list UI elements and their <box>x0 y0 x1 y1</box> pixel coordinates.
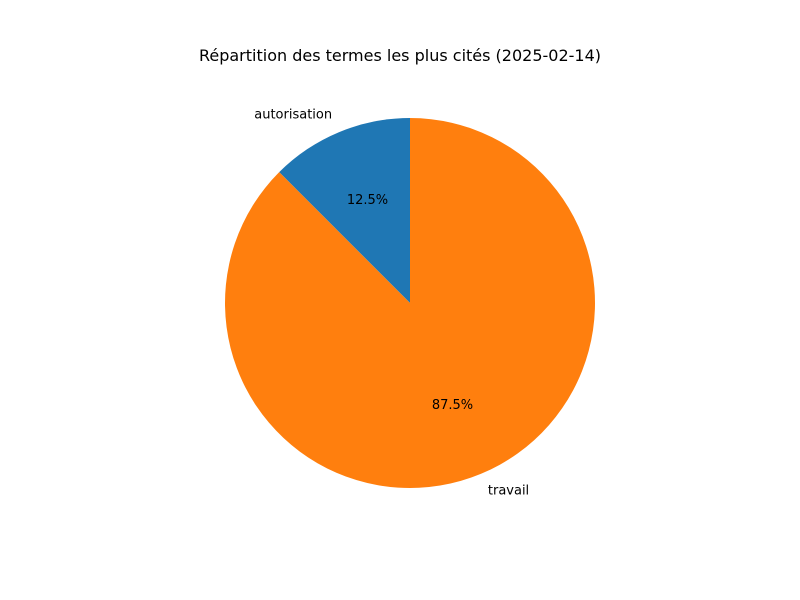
pie-slice-travail <box>225 118 596 489</box>
pie-slice-autorisation <box>279 118 410 303</box>
pie-category-label-travail: travail <box>488 484 529 499</box>
pie-category-label-autorisation: autorisation <box>254 107 332 122</box>
pie-pct-label-travail: 87.5% <box>432 398 473 413</box>
chart-title: Répartition des termes les plus cités (2… <box>198 46 602 65</box>
pie-labels: 12.5% autorisation 87.5% travail <box>254 107 529 498</box>
pie-pct-label-autorisation: 12.5% <box>347 193 388 208</box>
pie-slices <box>225 118 596 489</box>
